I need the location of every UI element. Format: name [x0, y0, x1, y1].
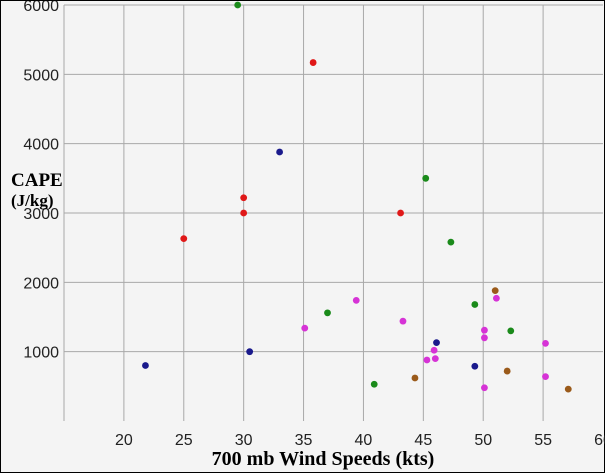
data-point-brown [564, 385, 572, 393]
data-point-navy [142, 362, 149, 369]
data-point-navy [246, 348, 254, 356]
data-point-magenta [423, 356, 431, 364]
data-point-magenta [542, 373, 549, 381]
x-axis-tick-labels: 20 25 30 35 40 45 50 55 60 [115, 432, 605, 449]
data-point-green [324, 309, 331, 317]
y-tick-label: 4000 [23, 137, 59, 154]
y-axis-tick-labels: 1000 2000 3000 4000 5000 6000 [23, 1, 59, 362]
data-point-magenta [492, 294, 500, 302]
x-tick-label: 40 [355, 432, 373, 449]
y-tick-label: 2000 [23, 275, 59, 292]
data-point-magenta [431, 355, 439, 362]
data-point-magenta [352, 296, 360, 304]
x-tick-label: 30 [235, 432, 253, 449]
x-tick-label: 60 [594, 432, 605, 449]
data-point-green [370, 380, 378, 388]
data-point-magenta [430, 346, 438, 354]
data-point-red [240, 209, 248, 217]
data-point-magenta [481, 334, 488, 342]
data-point-red [240, 194, 248, 202]
x-tick-label: 35 [295, 432, 313, 449]
data-point-magenta [542, 339, 549, 347]
y-tick-label: 6000 [23, 1, 59, 15]
y-tick-label: 5000 [23, 67, 59, 84]
x-axis-label: 700 mb Wind Speeds (kts) [212, 448, 435, 470]
y-tick-label: 3000 [23, 206, 59, 223]
data-point-green [422, 174, 430, 182]
data-point-navy [471, 362, 479, 370]
data-point-brown [503, 367, 511, 375]
data-point-navy [276, 148, 283, 156]
data-point-brown [491, 287, 499, 295]
x-tick-label: 55 [534, 432, 552, 449]
data-point-green [447, 238, 455, 246]
x-tick-label: 25 [175, 432, 193, 449]
data-points [142, 1, 572, 393]
data-point-magenta [301, 324, 309, 332]
horizontal-gridlines [64, 4, 603, 353]
y-axis-label-line2: (J/kg) [11, 191, 54, 210]
x-tick-label: 45 [414, 432, 432, 449]
x-tick-label: 20 [115, 432, 133, 449]
data-point-magenta [399, 317, 407, 325]
data-point-magenta [481, 384, 488, 392]
x-tick-label: 50 [474, 432, 492, 449]
y-tick-label: 1000 [23, 345, 59, 362]
data-point-green [507, 327, 515, 335]
data-point-red [180, 235, 188, 243]
data-point-brown [411, 374, 419, 382]
data-point-green [234, 1, 242, 9]
data-point-red [309, 59, 317, 66]
data-point-red [397, 209, 404, 217]
data-point-navy [433, 339, 440, 347]
data-point-green [471, 301, 479, 308]
data-point-magenta [481, 326, 488, 334]
y-axis-label-line1: CAPE [11, 170, 63, 191]
